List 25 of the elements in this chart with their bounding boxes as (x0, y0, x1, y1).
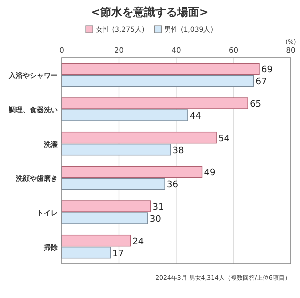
data-label: 24 (132, 237, 144, 248)
bar (62, 178, 166, 190)
data-label: 38 (172, 146, 184, 156)
bar (62, 200, 152, 212)
bar (62, 166, 203, 178)
data-label: 67 (256, 78, 268, 88)
data-label: 36 (167, 180, 179, 191)
data-label: 30 (150, 215, 162, 225)
bar (62, 110, 188, 122)
bar (62, 234, 132, 247)
data-label: 49 (204, 168, 216, 179)
bar (62, 144, 172, 156)
data-label: 31 (152, 203, 164, 213)
bar (62, 132, 217, 144)
data-label: 54 (218, 134, 230, 144)
bar (62, 246, 112, 259)
bar (62, 98, 248, 110)
data-label: 65 (250, 100, 262, 110)
bar (62, 75, 254, 88)
data-label: 44 (190, 112, 202, 122)
data-label: 69 (262, 66, 274, 76)
bar (62, 63, 260, 76)
chart-title: <節水を意識する場面> (91, 6, 209, 19)
bar (62, 212, 148, 224)
data-label: 17 (112, 249, 124, 260)
